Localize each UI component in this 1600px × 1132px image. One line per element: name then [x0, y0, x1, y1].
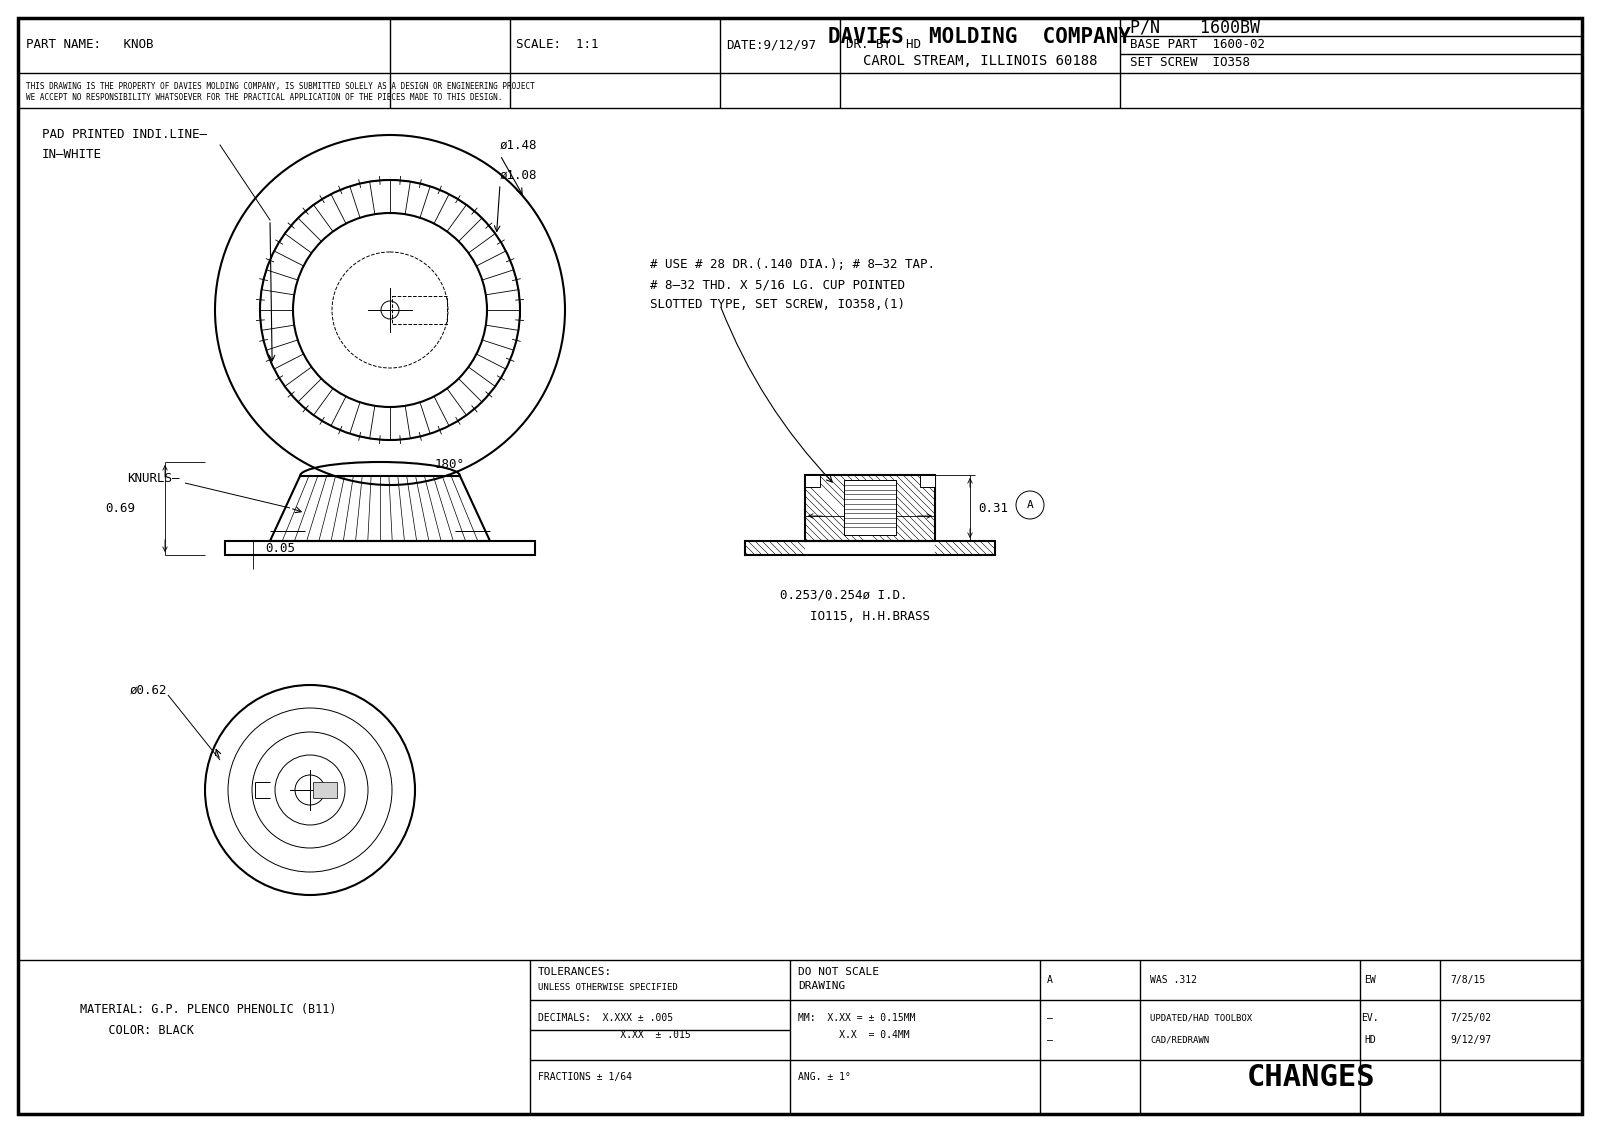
Text: MM:  X.XX = ± 0.15MM: MM: X.XX = ± 0.15MM — [798, 1013, 915, 1023]
Text: ANG. ± 1°: ANG. ± 1° — [798, 1072, 851, 1082]
Text: 0.31: 0.31 — [978, 501, 1008, 515]
Text: PAD PRINTED INDI.LINE–: PAD PRINTED INDI.LINE– — [42, 129, 206, 142]
Text: X.XX  ± .015: X.XX ± .015 — [538, 1030, 691, 1040]
Text: –: – — [1046, 1035, 1053, 1045]
Text: DR. BY  HD: DR. BY HD — [846, 38, 922, 51]
Text: CAD/REDRAWN: CAD/REDRAWN — [1150, 1036, 1210, 1045]
Text: ø1.48: ø1.48 — [499, 138, 538, 152]
Text: 0.05: 0.05 — [266, 541, 294, 555]
Text: P/N    1600BW: P/N 1600BW — [1130, 18, 1261, 36]
Text: DAVIES  MOLDING  COMPANY: DAVIES MOLDING COMPANY — [829, 27, 1131, 48]
Text: ø1.08: ø1.08 — [499, 169, 538, 181]
Text: BASE PART  1600-02: BASE PART 1600-02 — [1130, 38, 1266, 51]
Bar — [805, 475, 819, 487]
Text: X.X  = 0.4MM: X.X = 0.4MM — [798, 1030, 910, 1040]
Text: CHANGES: CHANGES — [1246, 1063, 1376, 1091]
Bar — [746, 541, 995, 555]
Bar — [226, 541, 534, 555]
Text: FRACTIONS ± 1/64: FRACTIONS ± 1/64 — [538, 1072, 632, 1082]
Text: WAS .312: WAS .312 — [1150, 975, 1197, 985]
Text: IN–WHITE: IN–WHITE — [42, 148, 102, 162]
Text: WE ACCEPT NO RESPONSIBILITY WHATSOEVER FOR THE PRACTICAL APPLICATION OF THE PIEC: WE ACCEPT NO RESPONSIBILITY WHATSOEVER F… — [26, 94, 502, 103]
Bar — [392, 295, 446, 324]
Text: PART NAME:   KNOB: PART NAME: KNOB — [26, 38, 154, 51]
Text: # USE # 28 DR.(.140 DIA.); # 8–32 TAP.: # USE # 28 DR.(.140 DIA.); # 8–32 TAP. — [650, 258, 934, 272]
Bar — [920, 475, 934, 487]
Text: 0.253/0.254ø I.D.: 0.253/0.254ø I.D. — [781, 589, 907, 601]
Text: DO NOT SCALE: DO NOT SCALE — [798, 967, 878, 977]
Text: IO115, H.H.BRASS: IO115, H.H.BRASS — [810, 610, 930, 624]
Text: A: A — [1046, 975, 1053, 985]
Text: 0.69: 0.69 — [106, 501, 134, 515]
Text: 7/8/15: 7/8/15 — [1450, 975, 1485, 985]
Text: 7/25/02: 7/25/02 — [1450, 1013, 1491, 1023]
Text: KNURLS–: KNURLS– — [128, 472, 179, 484]
Bar — [314, 782, 338, 798]
Text: DECIMALS:  X.XXX ± .005: DECIMALS: X.XXX ± .005 — [538, 1013, 674, 1023]
Text: MATERIAL: G.P. PLENCO PHENOLIC (B11): MATERIAL: G.P. PLENCO PHENOLIC (B11) — [80, 1003, 336, 1017]
Text: –: – — [1046, 1013, 1053, 1023]
Text: THIS DRAWING IS THE PROPERTY OF DAVIES MOLDING COMPANY, IS SUBMITTED SOLELY AS A: THIS DRAWING IS THE PROPERTY OF DAVIES M… — [26, 82, 534, 91]
Text: EV.: EV. — [1362, 1013, 1379, 1023]
Text: SLOTTED TYPE, SET SCREW, IO358,(1): SLOTTED TYPE, SET SCREW, IO358,(1) — [650, 299, 906, 311]
Bar — [845, 480, 896, 535]
Text: DATE:9/12/97: DATE:9/12/97 — [726, 38, 816, 51]
Text: 180°: 180° — [435, 458, 466, 472]
Text: 0.56: 0.56 — [854, 497, 885, 511]
Text: A: A — [1027, 500, 1034, 511]
Bar — [805, 475, 934, 541]
Text: HD: HD — [1365, 1035, 1376, 1045]
Text: SET SCREW  IO358: SET SCREW IO358 — [1130, 57, 1250, 69]
Text: UNLESS OTHERWISE SPECIFIED: UNLESS OTHERWISE SPECIFIED — [538, 984, 678, 993]
Text: UPDATED/HAD TOOLBOX: UPDATED/HAD TOOLBOX — [1150, 1013, 1253, 1022]
Text: SCALE:  1:1: SCALE: 1:1 — [515, 38, 598, 51]
Text: # 8–32 THD. X 5/16 LG. CUP POINTED: # 8–32 THD. X 5/16 LG. CUP POINTED — [650, 278, 906, 292]
Text: 9/12/97: 9/12/97 — [1450, 1035, 1491, 1045]
Text: EW: EW — [1365, 975, 1376, 985]
Text: COLOR: BLACK: COLOR: BLACK — [80, 1023, 194, 1037]
Text: ø0.62: ø0.62 — [130, 684, 168, 696]
Text: CAROL STREAM, ILLINOIS 60188: CAROL STREAM, ILLINOIS 60188 — [862, 54, 1098, 68]
Text: TOLERANCES:: TOLERANCES: — [538, 967, 613, 977]
Text: DRAWING: DRAWING — [798, 981, 845, 990]
